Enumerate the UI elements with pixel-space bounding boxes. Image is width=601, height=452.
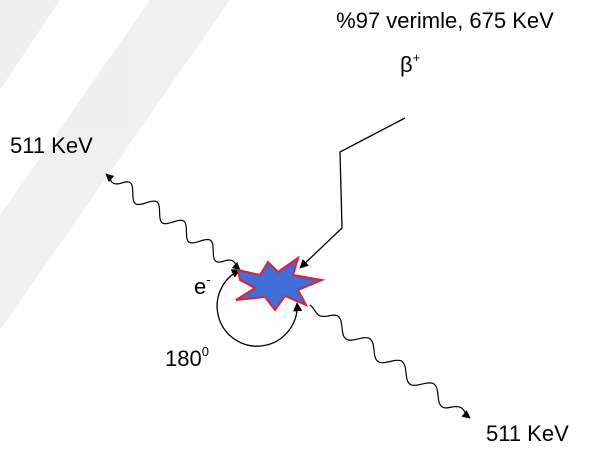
background	[0, 0, 601, 452]
angle-base: 180	[165, 346, 202, 371]
electron-base: e	[194, 274, 206, 299]
photon-right-label: 511 KeV	[486, 421, 569, 446]
diagram: %97 verimle, 675 KeV β+ 511 KeV 511 KeV …	[0, 0, 601, 452]
photon-left-label: 511 KeV	[10, 133, 93, 158]
electron-sup: -	[206, 272, 210, 287]
beta-base: β	[400, 52, 413, 77]
angle-sup: 0	[202, 344, 209, 359]
title: %97 verimle, 675 KeV	[336, 8, 554, 33]
beta-sup: +	[413, 50, 421, 65]
